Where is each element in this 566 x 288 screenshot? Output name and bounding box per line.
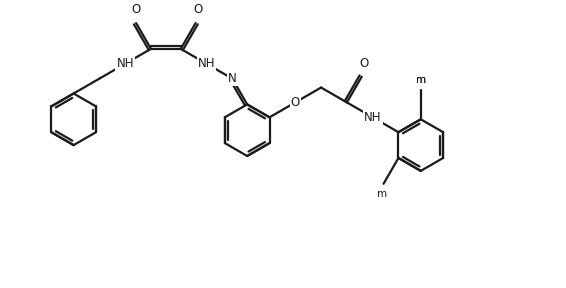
Text: NH: NH: [198, 57, 215, 70]
Text: N: N: [228, 72, 237, 85]
Text: O: O: [291, 96, 300, 109]
Text: m: m: [415, 75, 426, 85]
Text: O: O: [193, 3, 202, 16]
Text: O: O: [131, 3, 141, 16]
Text: m: m: [376, 189, 387, 199]
Text: O: O: [359, 57, 368, 70]
Text: NH: NH: [364, 111, 381, 124]
Text: m: m: [415, 75, 426, 85]
Text: NH: NH: [117, 57, 134, 70]
